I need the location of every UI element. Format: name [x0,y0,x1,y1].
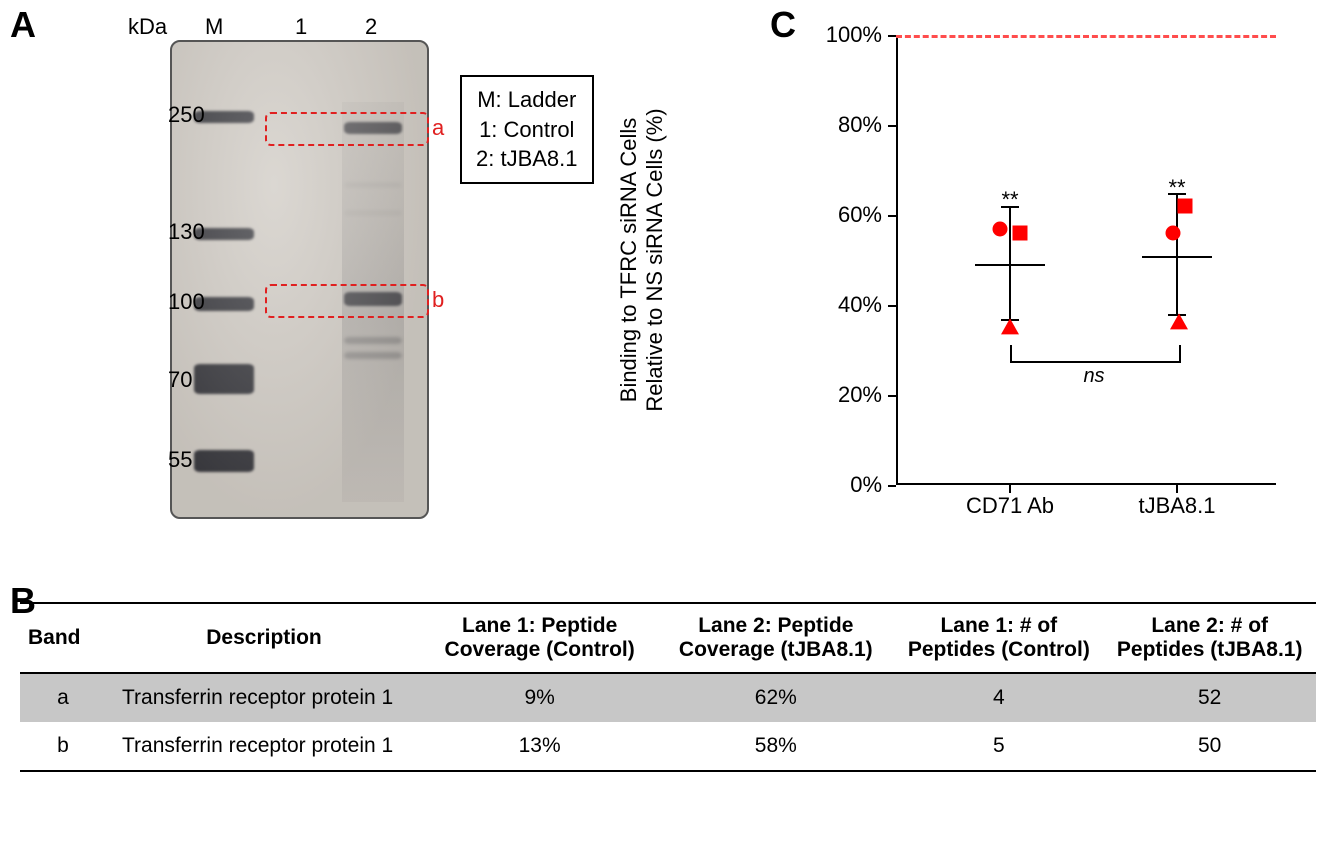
gel-box-b-label: b [432,287,444,313]
lane-header-2: 2 [365,14,377,40]
data-point-circle [993,222,1008,237]
ytick-label: 100% [826,22,882,48]
ytick [888,485,896,487]
col-l1cov: Lane 1: Peptide Coverage (Control) [422,603,657,673]
panel-c: Binding to TFRC siRNA Cells Relative to … [756,0,1316,570]
legend-line: M: Ladder [476,85,578,115]
x-label: tJBA8.1 [1138,493,1215,519]
lane-header-m: M [205,14,223,40]
cell-desc: Transferrin receptor protein 1 [106,722,422,771]
ytick-label: 40% [838,292,882,318]
yaxis-title-line2: Relative to NS siRNA Cells (%) [642,35,668,485]
cell-l1n: 4 [894,673,1103,722]
data-point-triangle [1170,313,1188,329]
col-band: Band [20,603,106,673]
ytick [888,305,896,307]
cell-band: b [20,722,106,771]
col-l1n: Lane 1: # of Peptides (Control) [894,603,1103,673]
legend-line: 1: Control [476,115,578,145]
col-desc: Description [106,603,422,673]
cell-desc: Transferrin receptor protein 1 [106,673,422,722]
cell-l2cov: 58% [657,722,894,771]
ladder-band [194,450,254,472]
gel-box-a [265,112,429,146]
lane2-faint [344,352,402,359]
cell-l2n: 50 [1103,722,1316,771]
ns-label: ns [1083,365,1104,388]
chart-area: 0% 20% 40% 60% 80% 100% CD71 Ab ** [896,35,1276,485]
table-row: b Transferrin receptor protein 1 13% 58%… [20,722,1316,771]
cell-band: a [20,673,106,722]
yaxis-title: Binding to TFRC siRNA Cells Relative to … [616,35,668,485]
gel-legend: M: Ladder 1: Control 2: tJBA8.1 [460,75,594,184]
mean-bar [975,264,1045,266]
mean-bar [1142,256,1212,258]
cell-l1cov: 13% [422,722,657,771]
xtick [1176,485,1178,493]
table-row: a Transferrin receptor protein 1 9% 62% … [20,673,1316,722]
error-cap [1001,206,1019,208]
table-header-row: Band Description Lane 1: Peptide Coverag… [20,603,1316,673]
ytick [888,35,896,37]
lane2-faint [344,337,402,344]
gel-box-a-label: a [432,115,444,141]
figure-root: A kDa M 1 2 a b 250 [0,0,1336,842]
cell-l1cov: 9% [422,673,657,722]
ms-table: Band Description Lane 1: Peptide Coverag… [20,602,1316,772]
ytick-label: 20% [838,382,882,408]
ytick [888,125,896,127]
cell-l2cov: 62% [657,673,894,722]
ytick [888,395,896,397]
col-l2cov: Lane 2: Peptide Coverage (tJBA8.1) [657,603,894,673]
ytick-label: 60% [838,202,882,228]
col-l2n: Lane 2: # of Peptides (tJBA8.1) [1103,603,1316,673]
lane2-faint [344,210,402,216]
ns-bracket [1010,345,1181,363]
gel-box-b [265,284,429,318]
ladder-band [194,364,254,394]
ytick [888,215,896,217]
lane2-faint [344,182,402,188]
lane-header-1: 1 [295,14,307,40]
error-cap [1168,193,1186,195]
data-point-circle [1166,226,1181,241]
cell-l2n: 52 [1103,673,1316,722]
error-bar [1009,206,1011,319]
yaxis-title-line1: Binding to TFRC siRNA Cells [616,35,642,485]
ytick-label: 80% [838,112,882,138]
x-axis [896,483,1276,485]
xtick [1009,485,1011,493]
kda-header: kDa [128,14,167,40]
panel-b: Band Description Lane 1: Peptide Coverag… [20,602,1316,822]
data-point-square [1013,226,1028,241]
reference-line-100 [896,35,1276,38]
x-label: CD71 Ab [966,493,1054,519]
legend-line: 2: tJBA8.1 [476,144,578,174]
ytick-label: 0% [850,472,882,498]
cell-l1n: 5 [894,722,1103,771]
data-point-triangle [1001,318,1019,334]
data-point-square [1178,199,1193,214]
y-axis [896,35,898,485]
